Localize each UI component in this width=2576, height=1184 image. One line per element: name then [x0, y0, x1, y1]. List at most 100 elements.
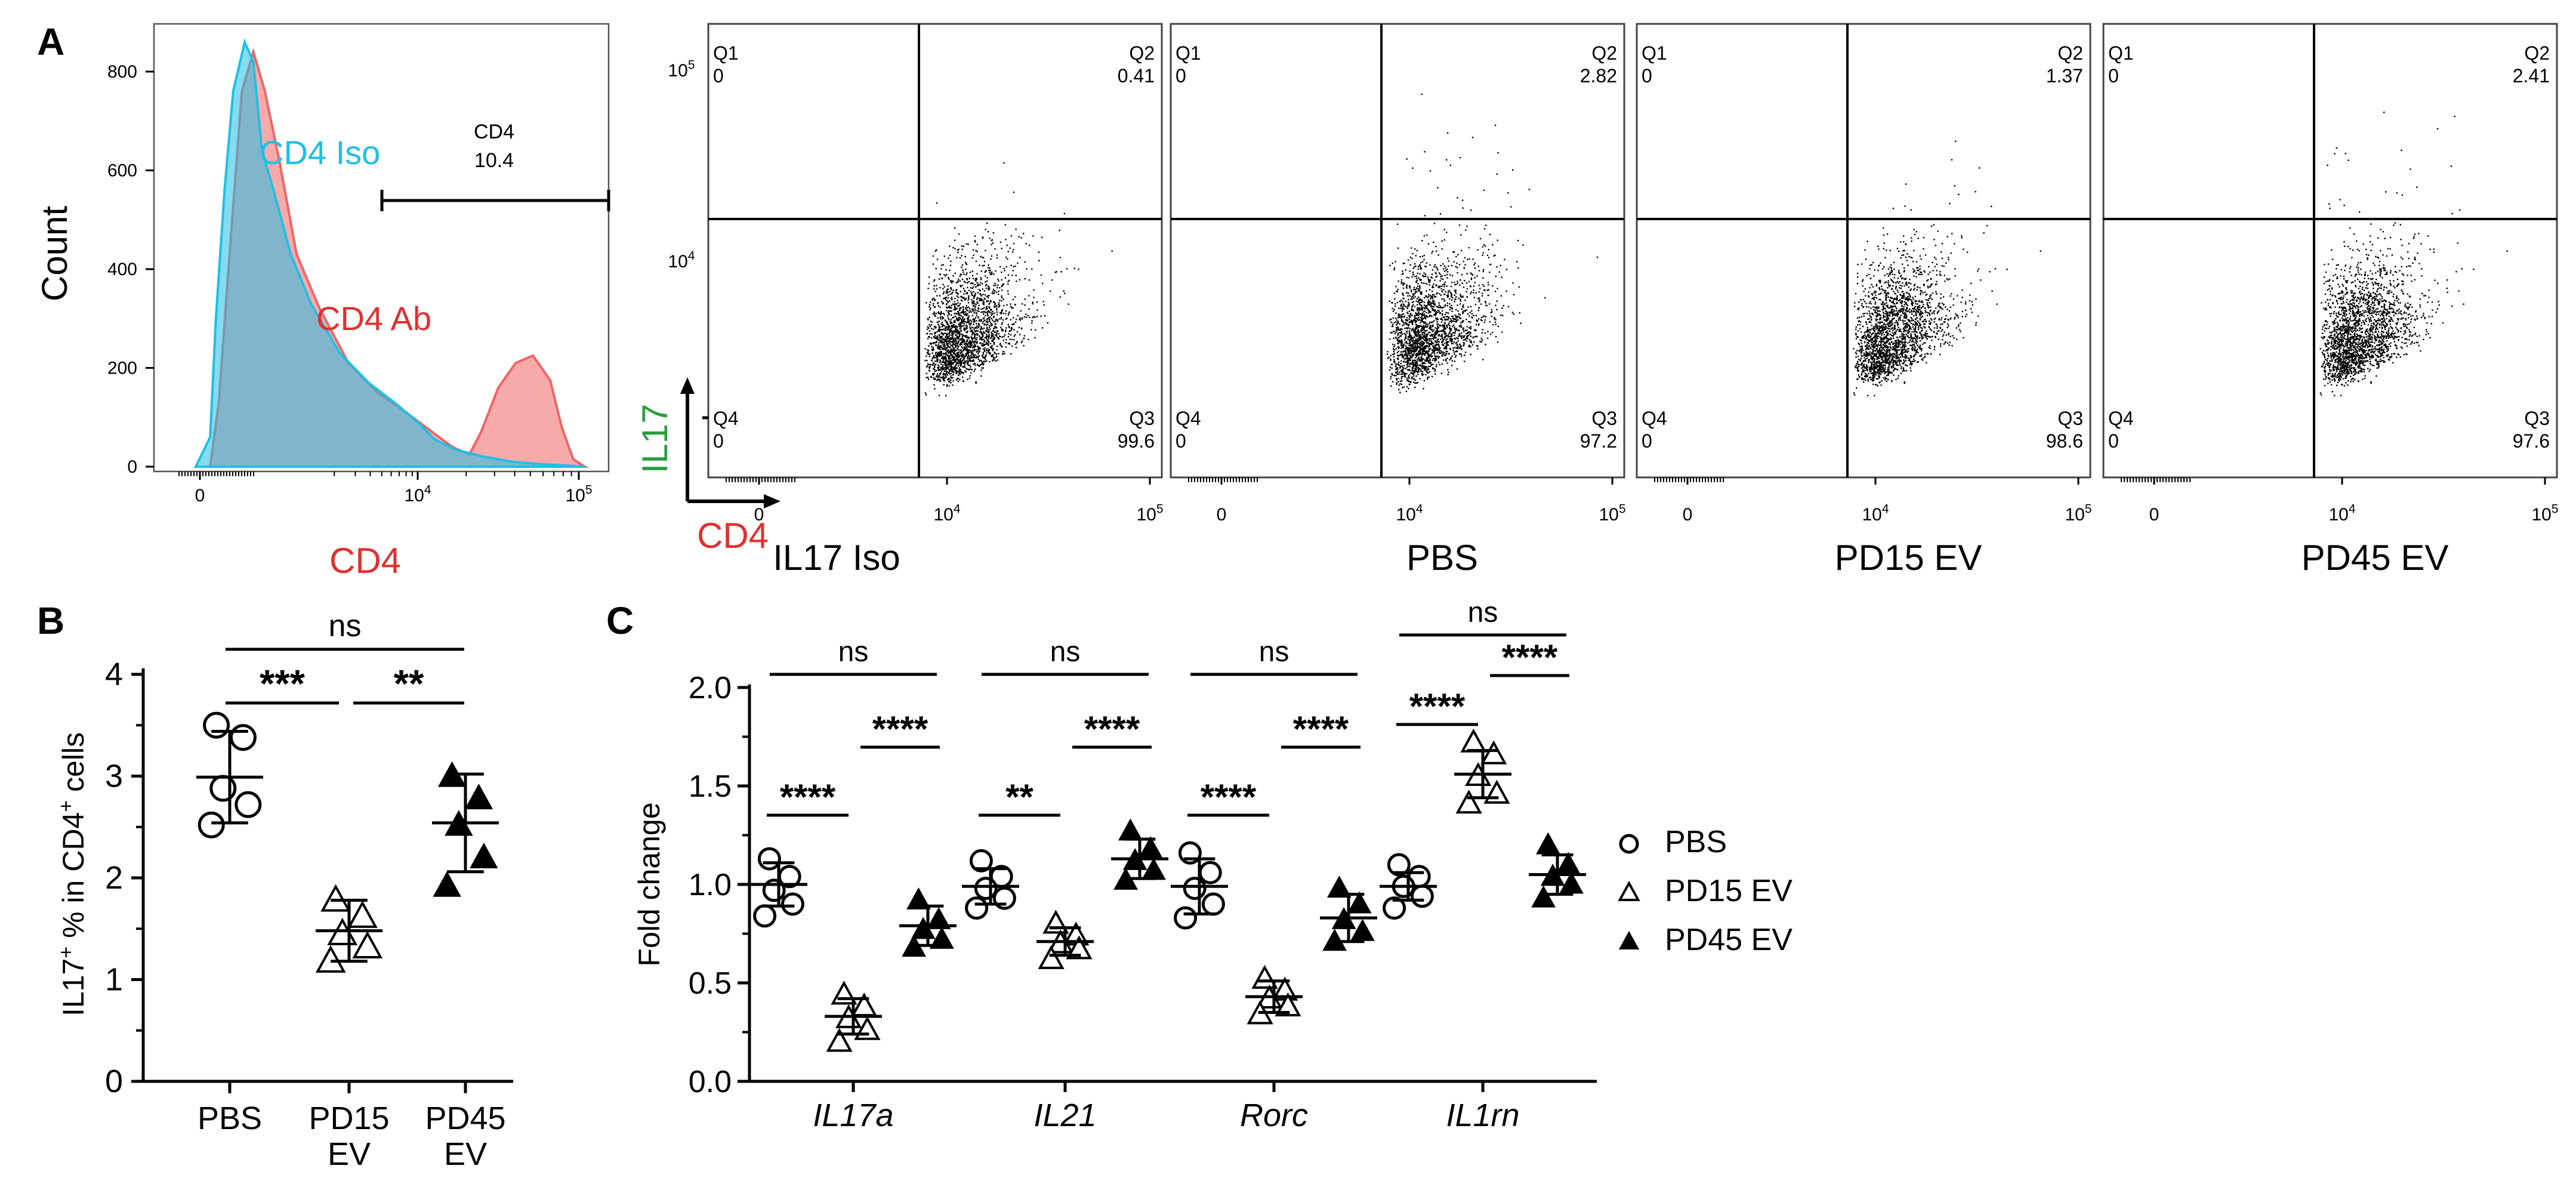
event-dot	[994, 352, 995, 353]
event-dot	[992, 232, 995, 234]
event-dot	[1457, 340, 1459, 342]
event-dot	[1435, 358, 1437, 360]
event-dot	[985, 350, 988, 352]
event-dot	[1425, 337, 1427, 339]
event-dot	[971, 356, 973, 358]
event-dot	[1410, 322, 1412, 323]
event-dot	[1427, 294, 1430, 295]
event-dot	[1860, 331, 1862, 333]
event-dot	[968, 295, 970, 297]
event-dot	[1388, 356, 1390, 358]
event-dot	[1437, 335, 1439, 337]
event-dot	[957, 340, 960, 342]
event-dot	[1009, 338, 1011, 340]
event-dot	[1469, 315, 1470, 317]
event-dot	[1460, 249, 1463, 252]
event-dot	[1501, 331, 1503, 333]
quadrant-name: Q3	[1591, 408, 1617, 429]
event-dot	[991, 340, 993, 342]
event-dot	[993, 285, 995, 286]
event-dot	[994, 282, 996, 285]
event-dot	[1400, 369, 1402, 371]
event-dot	[1443, 265, 1446, 267]
event-dot	[1417, 272, 1418, 275]
event-dot	[972, 332, 974, 335]
event-dot	[1414, 350, 1416, 352]
event-dot	[1901, 263, 1904, 265]
event-dot	[1005, 346, 1007, 348]
event-dot	[1443, 325, 1445, 328]
event-dot	[1406, 355, 1408, 357]
event-dot	[1399, 335, 1401, 337]
event-dot	[1400, 328, 1402, 330]
event-dot	[1418, 346, 1421, 347]
event-dot	[1412, 363, 1414, 366]
event-dot	[1436, 355, 1438, 357]
event-dot	[1001, 328, 1002, 330]
event-dot	[1417, 343, 1418, 345]
event-dot	[935, 357, 937, 359]
event-dot	[1417, 371, 1419, 373]
event-dot	[986, 222, 988, 224]
event-dot	[1423, 307, 1424, 309]
event-dot	[1416, 304, 1418, 306]
event-dot	[1412, 309, 1414, 312]
event-dot	[955, 355, 957, 357]
event-dot	[958, 336, 960, 338]
event-dot	[938, 354, 940, 356]
event-dot	[1398, 340, 1400, 341]
event-dot	[1423, 365, 1425, 367]
event-dot	[1423, 334, 1425, 337]
event-dot	[1875, 356, 1877, 357]
event-dot	[1921, 273, 1923, 276]
event-dot	[1464, 257, 1466, 259]
event-dot	[1905, 317, 1908, 319]
event-dot	[1400, 378, 1402, 380]
event-dot	[960, 299, 962, 301]
event-dot	[949, 320, 951, 322]
event-dot	[952, 332, 954, 335]
event-dot	[1870, 370, 1872, 372]
event-dot	[1415, 356, 1418, 358]
event-dot	[956, 328, 958, 330]
event-dot	[946, 343, 948, 345]
event-dot	[960, 353, 961, 355]
event-dot	[1419, 325, 1421, 326]
event-dot	[987, 295, 989, 297]
event-dot	[1416, 340, 1418, 342]
event-dot	[973, 341, 975, 343]
event-dot	[1475, 314, 1477, 316]
event-dot	[971, 301, 973, 303]
event-dot	[1066, 268, 1068, 270]
event-dot	[1403, 304, 1405, 306]
event-dot	[1421, 337, 1424, 339]
event-dot	[1446, 341, 1448, 343]
event-dot	[938, 348, 940, 350]
event-dot	[1390, 354, 1392, 357]
event-dot	[998, 290, 999, 292]
event-dot	[1404, 350, 1406, 352]
event-dot	[1433, 296, 1436, 298]
event-dot	[1452, 332, 1454, 334]
event-dot	[962, 269, 964, 271]
event-dot	[1442, 268, 1445, 270]
event-dot	[1418, 296, 1420, 298]
event-dot	[1437, 349, 1440, 351]
event-dot	[977, 297, 979, 299]
event-dot	[1470, 278, 1473, 280]
event-dot	[1396, 290, 1397, 292]
event-dot	[973, 300, 974, 302]
event-dot	[988, 337, 990, 338]
x-tick-label: 104	[933, 502, 960, 525]
event-dot	[969, 340, 971, 342]
event-dot	[964, 340, 965, 343]
event-dot	[1439, 312, 1441, 314]
event-dot	[971, 314, 974, 316]
event-dot	[945, 269, 947, 271]
event-dot	[1479, 299, 1480, 301]
event-dot	[1038, 260, 1040, 261]
event-dot	[1417, 318, 1419, 320]
event-dot	[1392, 325, 1394, 327]
event-dot	[1434, 349, 1436, 352]
event-dot	[1013, 191, 1014, 193]
